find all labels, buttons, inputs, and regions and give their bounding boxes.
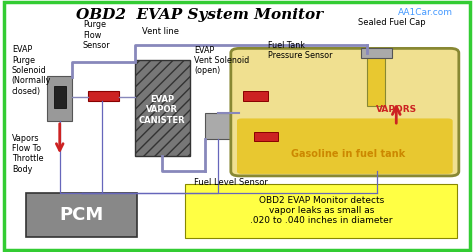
Bar [243, 91, 268, 101]
Text: PCM: PCM [59, 206, 104, 224]
Bar [361, 48, 392, 58]
Bar [88, 91, 118, 101]
Text: Vapors
Flow To
Throttle
Body: Vapors Flow To Throttle Body [12, 134, 43, 174]
Text: Fuel Tank
Pressure Sensor: Fuel Tank Pressure Sensor [268, 41, 332, 60]
Bar [254, 132, 278, 141]
Bar [54, 86, 66, 108]
Bar [26, 193, 137, 237]
Text: Purge
Flow
Sensor: Purge Flow Sensor [83, 20, 110, 50]
Text: OBD2  EVAP System Monitor: OBD2 EVAP System Monitor [75, 8, 323, 22]
Text: AA1Car.com: AA1Car.com [398, 8, 453, 17]
Bar [367, 55, 385, 106]
Bar [47, 76, 72, 121]
Text: OBD2 EVAP Monitor detects
vapor leaks as small as
.020 to .040 inches in diamete: OBD2 EVAP Monitor detects vapor leaks as… [250, 196, 392, 225]
Text: EVAP
Purge
Solenoid
(Normally
closed): EVAP Purge Solenoid (Normally closed) [12, 45, 51, 96]
Text: EVAP
VAPOR
CANISTER: EVAP VAPOR CANISTER [139, 95, 185, 124]
Text: VAPORS: VAPORS [376, 105, 417, 114]
Text: Gasoline in fuel tank: Gasoline in fuel tank [291, 149, 406, 159]
Bar [185, 184, 457, 238]
FancyBboxPatch shape [237, 118, 453, 174]
Bar [205, 113, 231, 139]
Text: Vent line: Vent line [142, 27, 179, 36]
Text: Fuel Level Sensor: Fuel Level Sensor [194, 178, 268, 187]
Text: Sealed Fuel Cap: Sealed Fuel Cap [358, 18, 426, 27]
FancyBboxPatch shape [231, 48, 459, 176]
Text: EVAP
Vent Solenoid
(open): EVAP Vent Solenoid (open) [194, 46, 250, 75]
Bar [135, 60, 190, 156]
